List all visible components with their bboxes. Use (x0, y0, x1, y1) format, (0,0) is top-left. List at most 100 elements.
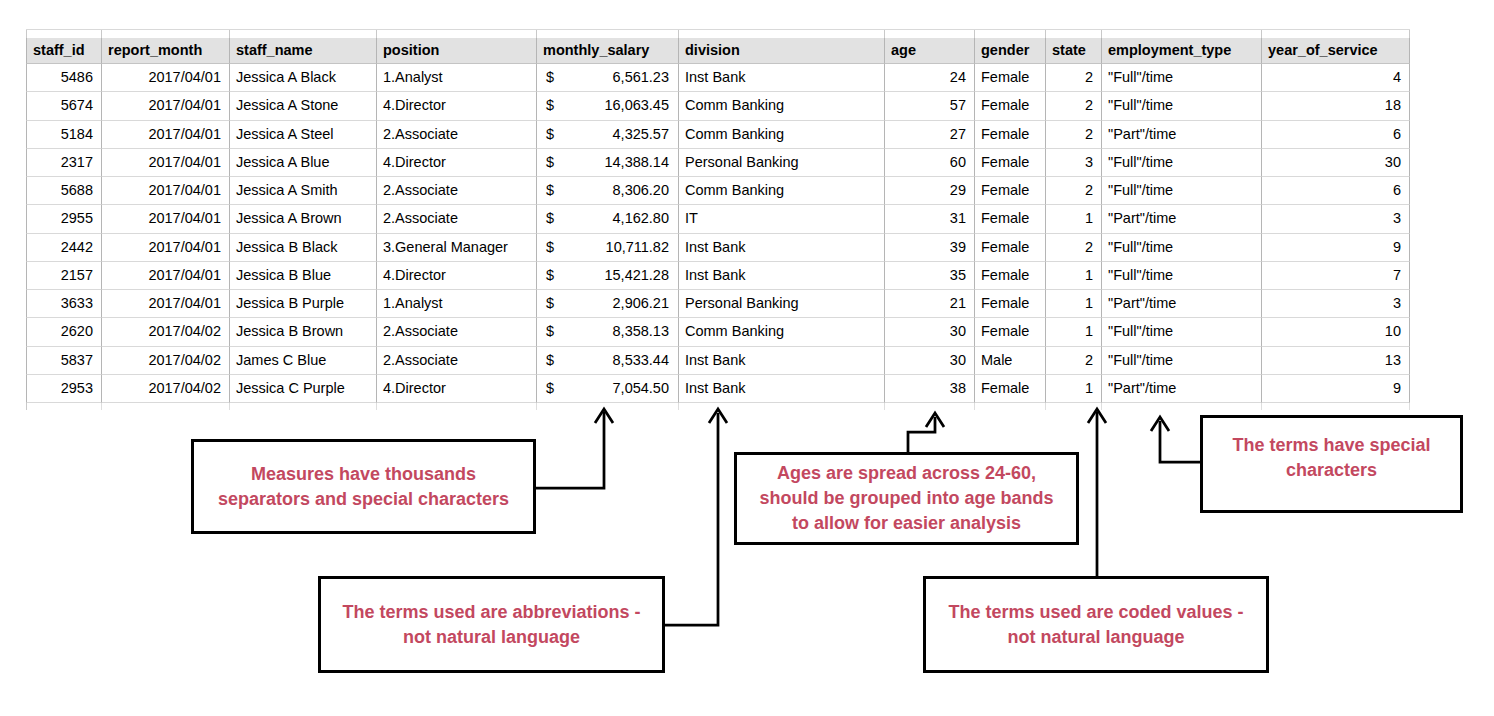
cell-year_of_service[interactable]: 7 (1262, 262, 1410, 290)
cell-state[interactable]: 1 (1046, 290, 1102, 318)
cell-age[interactable]: 21 (885, 290, 975, 318)
cell-staff_id[interactable]: 2157 (26, 262, 102, 290)
cell-position[interactable]: 1.Analyst (377, 290, 537, 318)
cell-report_month[interactable]: 2017/04/01 (102, 290, 230, 318)
column-header-state[interactable]: state (1046, 38, 1102, 64)
cell-gender[interactable]: Female (975, 318, 1046, 346)
cell-report_month[interactable]: 2017/04/01 (102, 121, 230, 149)
cell-staff_name[interactable]: Jessica A Smith (230, 177, 377, 205)
cell-position[interactable]: 3.General Manager (377, 234, 537, 262)
cell-gender[interactable]: Female (975, 234, 1046, 262)
cell-report_month[interactable]: 2017/04/02 (102, 375, 230, 403)
column-header-employment_type[interactable]: employment_type (1102, 38, 1262, 64)
cell-employment_type[interactable]: "Full"/time (1102, 149, 1262, 177)
cell-staff_id[interactable]: 2620 (26, 318, 102, 346)
cell-staff_name[interactable]: Jessica A Black (230, 64, 377, 92)
cell-position[interactable]: 2.Associate (377, 177, 537, 205)
cell-division[interactable]: Inst Bank (679, 262, 885, 290)
cell-age[interactable]: 60 (885, 149, 975, 177)
cell-staff_id[interactable]: 2317 (26, 149, 102, 177)
cell-staff_id[interactable]: 2955 (26, 205, 102, 233)
cell-gender[interactable]: Female (975, 205, 1046, 233)
cell-employment_type[interactable]: "Full"/time (1102, 64, 1262, 92)
cell-monthly_salary[interactable]: $15,421.28 (537, 262, 679, 290)
cell-position[interactable]: 4.Director (377, 262, 537, 290)
cell-year_of_service[interactable]: 9 (1262, 234, 1410, 262)
column-header-age[interactable]: age (885, 38, 975, 64)
cell-state[interactable]: 1 (1046, 205, 1102, 233)
cell-gender[interactable]: Female (975, 121, 1046, 149)
cell-gender[interactable]: Female (975, 375, 1046, 403)
cell-staff_id[interactable]: 5184 (26, 121, 102, 149)
column-header-position[interactable]: position (377, 38, 537, 64)
cell-gender[interactable]: Female (975, 262, 1046, 290)
cell-monthly_salary[interactable]: $10,711.82 (537, 234, 679, 262)
cell-staff_name[interactable]: Jessica A Stone (230, 92, 377, 120)
cell-year_of_service[interactable]: 13 (1262, 347, 1410, 375)
cell-report_month[interactable]: 2017/04/01 (102, 64, 230, 92)
cell-monthly_salary[interactable]: $6,561.23 (537, 64, 679, 92)
cell-employment_type[interactable]: "Full"/time (1102, 347, 1262, 375)
cell-monthly_salary[interactable]: $14,388.14 (537, 149, 679, 177)
column-header-gender[interactable]: gender (975, 38, 1046, 64)
cell-state[interactable]: 2 (1046, 64, 1102, 92)
cell-monthly_salary[interactable]: $4,325.57 (537, 121, 679, 149)
cell-position[interactable]: 2.Associate (377, 205, 537, 233)
cell-staff_id[interactable]: 5674 (26, 92, 102, 120)
cell-division[interactable]: Inst Bank (679, 64, 885, 92)
cell-year_of_service[interactable]: 18 (1262, 92, 1410, 120)
cell-position[interactable]: 1.Analyst (377, 64, 537, 92)
cell-age[interactable]: 38 (885, 375, 975, 403)
cell-state[interactable]: 2 (1046, 92, 1102, 120)
cell-report_month[interactable]: 2017/04/01 (102, 262, 230, 290)
cell-division[interactable]: Comm Banking (679, 318, 885, 346)
cell-position[interactable]: 2.Associate (377, 318, 537, 346)
cell-employment_type[interactable]: "Part"/time (1102, 121, 1262, 149)
cell-staff_name[interactable]: Jessica B Blue (230, 262, 377, 290)
cell-employment_type[interactable]: "Full"/time (1102, 234, 1262, 262)
cell-employment_type[interactable]: "Part"/time (1102, 205, 1262, 233)
cell-staff_name[interactable]: Jessica A Steel (230, 121, 377, 149)
cell-employment_type[interactable]: "Full"/time (1102, 92, 1262, 120)
cell-monthly_salary[interactable]: $8,358.13 (537, 318, 679, 346)
cell-division[interactable]: IT (679, 205, 885, 233)
cell-monthly_salary[interactable]: $8,306.20 (537, 177, 679, 205)
cell-age[interactable]: 30 (885, 318, 975, 346)
cell-division[interactable]: Comm Banking (679, 121, 885, 149)
cell-monthly_salary[interactable]: $8,533.44 (537, 347, 679, 375)
cell-employment_type[interactable]: "Part"/time (1102, 375, 1262, 403)
cell-staff_name[interactable]: Jessica B Brown (230, 318, 377, 346)
column-header-report_month[interactable]: report_month (102, 38, 230, 64)
cell-state[interactable]: 3 (1046, 149, 1102, 177)
cell-age[interactable]: 57 (885, 92, 975, 120)
cell-report_month[interactable]: 2017/04/01 (102, 149, 230, 177)
cell-state[interactable]: 2 (1046, 234, 1102, 262)
cell-state[interactable]: 2 (1046, 347, 1102, 375)
cell-year_of_service[interactable]: 9 (1262, 375, 1410, 403)
cell-year_of_service[interactable]: 30 (1262, 149, 1410, 177)
cell-age[interactable]: 24 (885, 64, 975, 92)
cell-year_of_service[interactable]: 4 (1262, 64, 1410, 92)
cell-staff_name[interactable]: Jessica B Purple (230, 290, 377, 318)
cell-state[interactable]: 2 (1046, 121, 1102, 149)
column-header-staff_id[interactable]: staff_id (26, 38, 102, 64)
cell-year_of_service[interactable]: 6 (1262, 121, 1410, 149)
cell-report_month[interactable]: 2017/04/01 (102, 177, 230, 205)
cell-year_of_service[interactable]: 3 (1262, 205, 1410, 233)
cell-monthly_salary[interactable]: $16,063.45 (537, 92, 679, 120)
cell-division[interactable]: Personal Banking (679, 149, 885, 177)
cell-staff_id[interactable]: 5837 (26, 347, 102, 375)
cell-year_of_service[interactable]: 3 (1262, 290, 1410, 318)
column-header-staff_name[interactable]: staff_name (230, 38, 377, 64)
cell-staff_name[interactable]: Jessica A Brown (230, 205, 377, 233)
cell-staff_name[interactable]: Jessica A Blue (230, 149, 377, 177)
cell-age[interactable]: 27 (885, 121, 975, 149)
cell-monthly_salary[interactable]: $7,054.50 (537, 375, 679, 403)
cell-report_month[interactable]: 2017/04/01 (102, 234, 230, 262)
cell-age[interactable]: 31 (885, 205, 975, 233)
cell-division[interactable]: Comm Banking (679, 92, 885, 120)
cell-age[interactable]: 35 (885, 262, 975, 290)
cell-position[interactable]: 4.Director (377, 149, 537, 177)
cell-gender[interactable]: Female (975, 149, 1046, 177)
cell-report_month[interactable]: 2017/04/01 (102, 205, 230, 233)
